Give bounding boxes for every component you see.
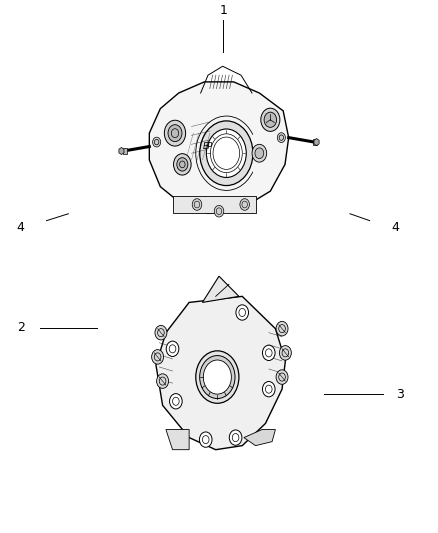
Text: 1: 1 <box>219 4 227 17</box>
Circle shape <box>177 158 188 171</box>
Circle shape <box>206 129 246 177</box>
Circle shape <box>277 133 286 142</box>
Circle shape <box>152 350 163 364</box>
Text: 4: 4 <box>392 221 399 233</box>
Text: 3: 3 <box>396 388 404 401</box>
Circle shape <box>173 154 191 175</box>
Circle shape <box>240 199 249 211</box>
Circle shape <box>252 144 267 162</box>
Polygon shape <box>244 430 276 446</box>
Circle shape <box>229 430 242 445</box>
Polygon shape <box>314 139 319 146</box>
Circle shape <box>255 148 264 159</box>
Polygon shape <box>149 82 289 213</box>
Circle shape <box>168 125 182 142</box>
Circle shape <box>196 351 239 403</box>
Circle shape <box>214 205 224 217</box>
Circle shape <box>276 370 288 384</box>
FancyBboxPatch shape <box>313 140 317 145</box>
Circle shape <box>155 326 167 340</box>
FancyBboxPatch shape <box>123 148 127 154</box>
Polygon shape <box>202 276 239 302</box>
Circle shape <box>157 374 169 389</box>
Text: 4: 4 <box>17 221 25 233</box>
Circle shape <box>261 108 280 131</box>
Circle shape <box>166 341 179 357</box>
Circle shape <box>200 121 253 185</box>
Circle shape <box>279 345 291 360</box>
Circle shape <box>164 120 186 146</box>
Circle shape <box>192 199 202 211</box>
Polygon shape <box>166 430 189 450</box>
Circle shape <box>152 137 161 147</box>
Text: EP: EP <box>203 142 213 151</box>
Circle shape <box>200 356 235 399</box>
Circle shape <box>170 393 182 409</box>
Text: 2: 2 <box>17 321 25 334</box>
Circle shape <box>203 360 231 394</box>
Polygon shape <box>173 196 256 213</box>
Circle shape <box>199 432 212 447</box>
Circle shape <box>276 321 288 336</box>
Circle shape <box>264 112 276 127</box>
Polygon shape <box>119 148 124 155</box>
Circle shape <box>262 382 275 397</box>
Circle shape <box>236 305 248 320</box>
Circle shape <box>262 345 275 360</box>
Polygon shape <box>156 296 286 450</box>
